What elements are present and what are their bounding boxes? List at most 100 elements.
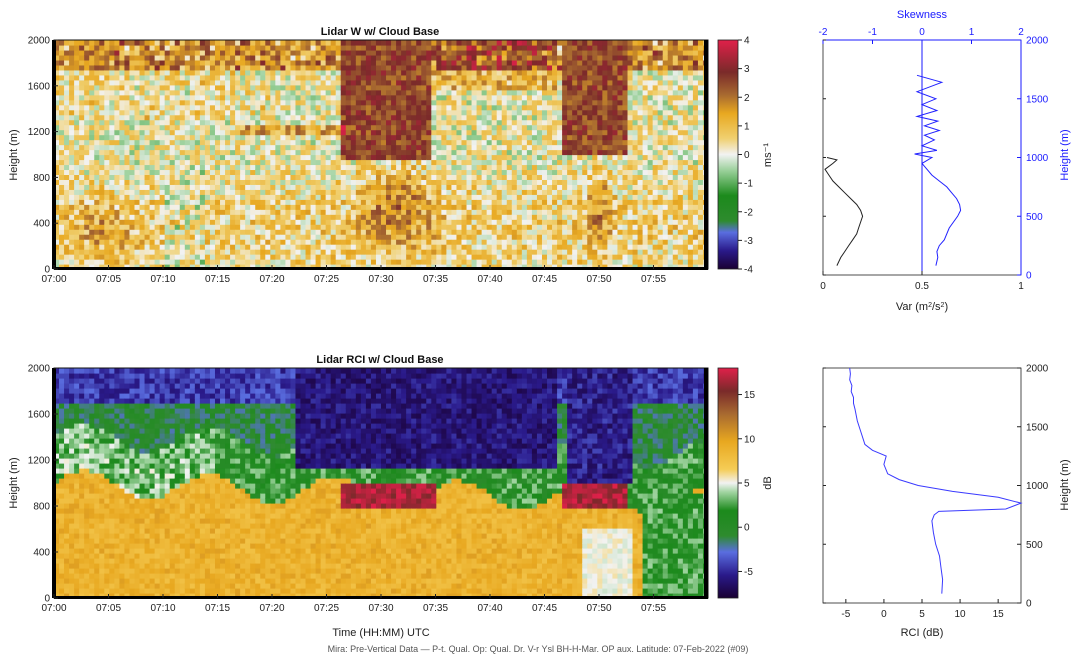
- heat-cell: [345, 169, 352, 176]
- heat-cell: [149, 249, 156, 255]
- heat-cell: [511, 74, 518, 81]
- heat-cell: [401, 89, 407, 96]
- heat-cell: [174, 109, 181, 116]
- heat-cell: [391, 219, 397, 225]
- heat-cell: [516, 49, 523, 56]
- heat-cell: [411, 199, 417, 205]
- heat-cell: [149, 174, 156, 180]
- heat-cell: [79, 254, 85, 260]
- heat-cell: [531, 219, 538, 225]
- heat-cell: [541, 54, 548, 61]
- heat-cell: [421, 179, 427, 185]
- heat-cell: [396, 59, 402, 66]
- heat-cell: [426, 169, 432, 176]
- heat-cell: [320, 139, 327, 146]
- heat-cell: [194, 79, 201, 86]
- heat-cell: [486, 144, 493, 151]
- heat-cell: [54, 194, 60, 200]
- heat-cell: [280, 69, 287, 76]
- heat-cell: [562, 74, 568, 81]
- heat-cell: [209, 174, 216, 180]
- heat-cell: [199, 139, 206, 146]
- heat-cell: [526, 129, 533, 136]
- heat-cell: [69, 264, 75, 269]
- heat-cell: [481, 154, 488, 161]
- heat-cell: [541, 224, 548, 230]
- heat-cell: [194, 204, 201, 210]
- heat-cell: [557, 129, 563, 136]
- heat-cell: [481, 109, 488, 116]
- heat-cell: [381, 124, 387, 131]
- heat-cell: [355, 104, 362, 111]
- heat-cell: [562, 129, 568, 136]
- heat-cell: [245, 114, 251, 121]
- heat-cell: [416, 59, 422, 66]
- heat-cell: [220, 104, 226, 111]
- heat-cell: [381, 254, 387, 260]
- heat-cell: [501, 114, 508, 121]
- heat-cell: [59, 254, 65, 260]
- heat-cell: [381, 40, 387, 46]
- heat-cell: [521, 164, 528, 171]
- heat-cell: [567, 189, 573, 195]
- heat-cell: [285, 234, 292, 240]
- heat-cell: [275, 174, 281, 180]
- heat-cell: [235, 59, 241, 66]
- heat-cell: [310, 249, 317, 255]
- heat-cell: [74, 239, 80, 245]
- heat-cell: [355, 109, 362, 116]
- heat-cell: [295, 129, 302, 136]
- heat-cell: [441, 189, 447, 195]
- heat-cell: [375, 199, 382, 205]
- heat-cell: [325, 89, 332, 96]
- heat-cell: [597, 199, 603, 205]
- heat-cell: [265, 199, 271, 205]
- heat-cell: [109, 79, 115, 86]
- heat-cell: [526, 149, 533, 156]
- heat-cell: [481, 264, 488, 269]
- heat-cell: [426, 209, 432, 215]
- heat-cell: [59, 159, 65, 166]
- heat-cell: [225, 134, 231, 141]
- heat-cell: [396, 109, 402, 116]
- heat-cell: [74, 114, 80, 121]
- heat-cell: [587, 69, 593, 76]
- heat-cell: [381, 164, 387, 171]
- heat-cell: [129, 154, 136, 161]
- heat-cell: [330, 129, 337, 136]
- heat-cell: [59, 154, 65, 161]
- heat-cell: [536, 94, 543, 101]
- heat-cell: [104, 259, 110, 265]
- heat-cell: [516, 54, 523, 61]
- heat-cell: [59, 209, 65, 215]
- heat-cell: [275, 54, 281, 61]
- heat-cell: [471, 119, 478, 126]
- heat-cell: [436, 144, 442, 151]
- heat-cell: [260, 264, 266, 269]
- heat-cell: [506, 124, 513, 131]
- heat-cell: [240, 79, 246, 86]
- heat-cell: [235, 64, 241, 71]
- heat-cell: [516, 44, 523, 51]
- heat-cell: [562, 119, 568, 126]
- heat-cell: [552, 94, 558, 101]
- heat-cell: [486, 89, 493, 96]
- heat-cell: [240, 224, 246, 230]
- heat-cell: [360, 44, 367, 51]
- heat-cell: [84, 264, 90, 269]
- heat-cell: [179, 79, 186, 86]
- heat-cell: [270, 204, 276, 210]
- heat-cell: [220, 119, 226, 126]
- heat-cell: [164, 94, 171, 101]
- heat-cell: [164, 204, 171, 210]
- heat-cell: [204, 174, 211, 180]
- heat-cell: [391, 234, 397, 240]
- heat-cell: [401, 134, 407, 141]
- heat-cell: [572, 174, 578, 180]
- heat-cell: [426, 149, 432, 156]
- heat-cell: [396, 264, 402, 269]
- heat-cell: [386, 84, 392, 91]
- heat-cell: [59, 259, 65, 265]
- heat-cell: [355, 204, 362, 210]
- heat-cell: [159, 259, 166, 265]
